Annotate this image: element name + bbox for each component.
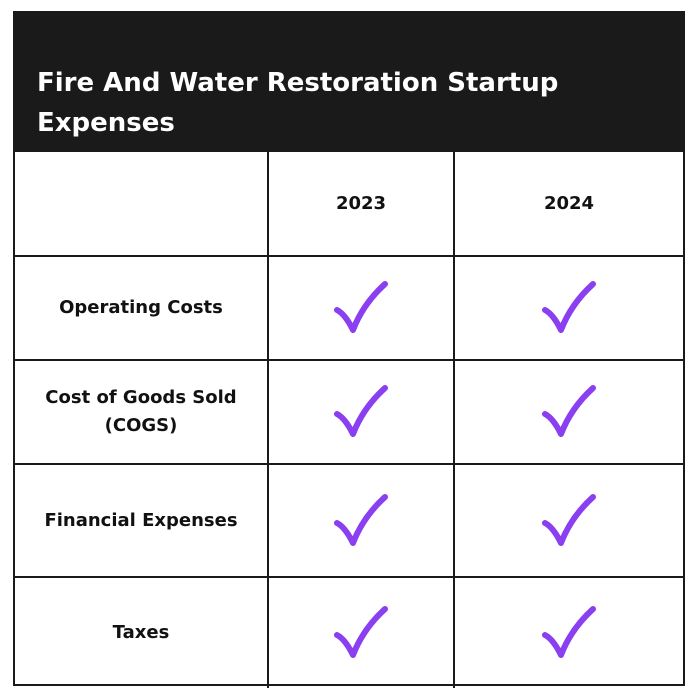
table-header: Fire And Water Restoration Startup Expen… — [15, 13, 683, 152]
table-row: Financial Expenses — [15, 463, 683, 576]
expenses-table: 2023 2024 Operating Costs Cost of Goods … — [15, 152, 683, 688]
row-label: Taxes — [15, 578, 269, 688]
check-icon — [269, 578, 455, 688]
row-label: Operating Costs — [15, 257, 269, 359]
check-icon — [455, 361, 683, 463]
check-icon — [269, 361, 455, 463]
check-icon — [269, 465, 455, 576]
column-header-empty — [15, 152, 269, 255]
table-row: Taxes — [15, 576, 683, 688]
check-icon — [455, 257, 683, 359]
table-title: Fire And Water Restoration Startup Expen… — [37, 68, 559, 138]
column-header-2024: 2024 — [543, 193, 595, 214]
check-icon — [455, 465, 683, 576]
table-row: Operating Costs — [15, 255, 683, 359]
column-header-2023: 2023 — [269, 152, 455, 255]
table-row: Cost of Goods Sold (COGS) — [15, 359, 683, 463]
expenses-table-card: Fire And Water Restoration Startup Expen… — [13, 11, 685, 688]
check-icon — [269, 257, 455, 359]
check-icon — [455, 578, 683, 688]
column-header-row: 2023 2024 — [15, 152, 683, 255]
row-label: Financial Expenses — [15, 465, 269, 576]
row-label: Cost of Goods Sold (COGS) — [15, 361, 269, 463]
